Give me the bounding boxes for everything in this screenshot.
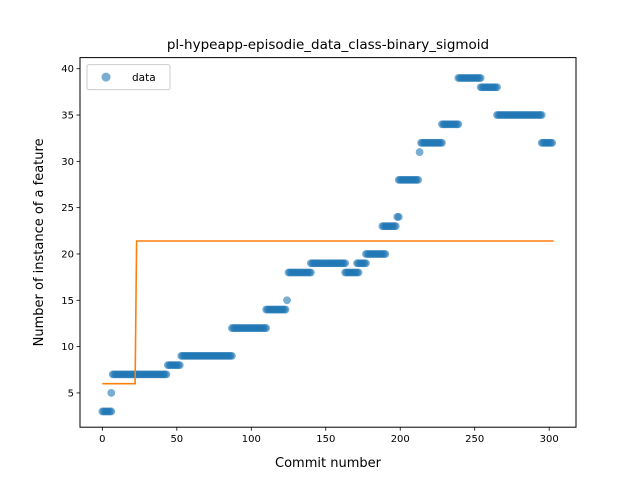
data-point [394, 213, 403, 221]
y-tick-label: 5 [68, 388, 74, 399]
y-tick-label: 25 [61, 203, 74, 214]
data-point [415, 148, 424, 156]
data-point [362, 259, 370, 268]
data-point [454, 120, 463, 129]
data-point [438, 138, 446, 147]
legend-label-data: data [132, 72, 156, 84]
data-point [493, 83, 501, 92]
data-point [354, 268, 363, 277]
y-axis: 5 10 15 20 25 30 35 40 [61, 64, 80, 399]
y-axis-label: Number of instance of a feature [32, 138, 47, 346]
data-point [175, 361, 184, 370]
x-tick-label: 250 [465, 434, 484, 445]
data-point [306, 268, 315, 277]
data-point [107, 389, 116, 397]
y-tick-label: 30 [61, 157, 74, 168]
data-point [262, 324, 271, 332]
plot-area: 0 50 100 150 200 250 300 5 10 15 20 25 30 35 40 [61, 57, 577, 445]
y-tick-label: 40 [61, 64, 74, 75]
y-tick-label: 10 [61, 342, 74, 353]
x-tick-label: 150 [316, 434, 335, 445]
data-point [476, 74, 485, 82]
y-tick-label: 15 [61, 296, 74, 307]
data-point [537, 111, 546, 119]
x-axis: 0 50 100 150 200 250 300 [99, 427, 559, 445]
data-point [281, 305, 290, 314]
x-tick-label: 200 [391, 434, 410, 445]
data-point [107, 407, 116, 416]
x-tick-label: 300 [540, 434, 559, 445]
chart-title: pl-hypeapp-episodie_data_class-binary_si… [167, 37, 489, 53]
data-point [341, 259, 350, 268]
data-layer [98, 74, 557, 416]
y-tick-label: 35 [61, 111, 74, 122]
legend: data [86, 64, 171, 91]
x-axis-label: Commit number [275, 456, 382, 471]
x-tick-label: 100 [242, 434, 261, 445]
legend-box [86, 64, 171, 91]
fit-line [102, 240, 554, 385]
data-point [381, 250, 390, 258]
x-tick-label: 0 [99, 434, 105, 445]
y-tick-label: 20 [61, 249, 74, 260]
data-point [162, 370, 171, 379]
axes-frame [79, 57, 577, 428]
x-tick-label: 50 [170, 434, 183, 445]
data-point [228, 351, 236, 360]
data-point [391, 222, 400, 231]
data-point [283, 296, 291, 305]
legend-marker-data [101, 72, 111, 82]
data-point [548, 138, 557, 147]
data-point [414, 175, 423, 184]
